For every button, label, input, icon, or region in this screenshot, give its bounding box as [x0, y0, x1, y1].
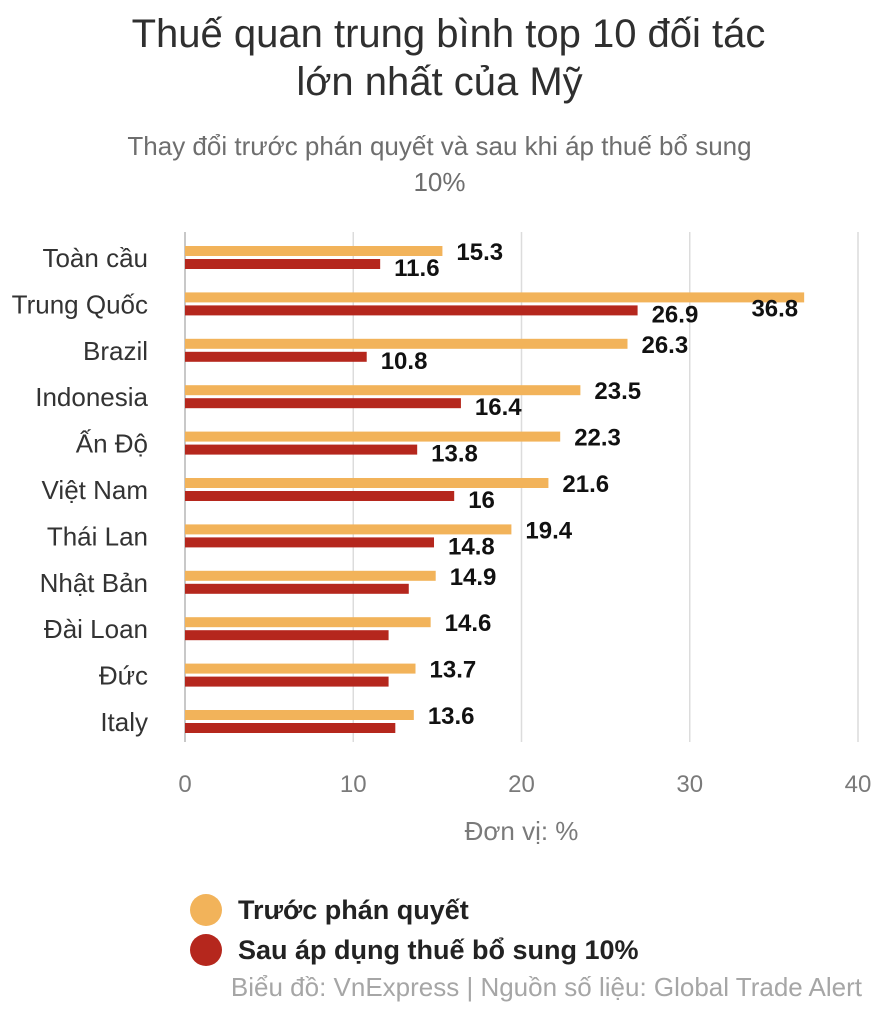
legend-label-after: Sau áp dụng thuế bổ sung 10%	[238, 934, 639, 965]
bar-before	[185, 292, 805, 303]
data-label-after: 13.8	[431, 441, 478, 468]
bar-before	[185, 478, 549, 488]
bar-after	[185, 444, 418, 455]
category-label: Italy	[100, 707, 148, 737]
bar-before	[185, 663, 416, 674]
x-tick-label: 10	[340, 771, 367, 798]
bar-after	[185, 630, 389, 641]
data-label-before: 15.3	[456, 239, 503, 266]
data-label-after: 14.8	[448, 533, 495, 560]
legend-item-after: Sau áp dụng thuế bổ sung 10%	[190, 930, 639, 970]
bar-before	[185, 570, 436, 581]
legend-swatch-after	[190, 934, 222, 966]
category-label: Toàn cầu	[42, 243, 148, 273]
data-label-after: 10.8	[381, 348, 428, 375]
bar-after	[185, 398, 461, 409]
bar-before	[185, 385, 581, 396]
category-label: Đài Loan	[44, 614, 148, 644]
data-label-before: 14.6	[445, 610, 492, 637]
data-label-before: 14.9	[450, 564, 497, 591]
bar-after	[185, 583, 409, 594]
data-label-before: 22.3	[574, 425, 621, 452]
bar-after	[185, 723, 396, 733]
bar-after	[185, 305, 638, 316]
bar-chart: 0 10 20 30 40 Đơn vị: % Toàn cầu 15.3 11.6 Trung …	[12, 232, 872, 846]
bar-before	[185, 710, 414, 720]
data-label-before: 19.4	[525, 517, 572, 544]
data-label-after: 16.4	[475, 394, 522, 421]
category-label: Nhật Bản	[40, 568, 148, 598]
chart-title-line-1: Thuế quan trung bình top 10 đối tác	[131, 12, 766, 56]
chart-title: Thuế quan trung bình top 10 đối tác lớn …	[0, 10, 879, 106]
category-label: Brazil	[83, 336, 148, 366]
data-label-before: 13.7	[430, 657, 477, 684]
bar-before	[185, 524, 512, 535]
chart-subtitle-line-2: 10%	[413, 167, 466, 197]
x-tick-label: 20	[508, 771, 535, 798]
data-label-before: 23.5	[594, 378, 641, 405]
chart-title-line-2: lớn nhất của Mỹ	[296, 60, 583, 104]
bar-before	[185, 617, 431, 628]
bar-after	[185, 537, 435, 548]
bar-before	[185, 246, 443, 256]
category-label: Thái Lan	[47, 521, 148, 551]
data-label-before: 13.6	[428, 703, 475, 730]
source-note: Biểu đồ: VnExpress | Nguồn số liệu: Glob…	[230, 972, 862, 1002]
data-label-before: 21.6	[562, 471, 609, 498]
x-tick-label: 0	[178, 771, 191, 798]
data-label-after: 11.6	[394, 255, 439, 282]
legend-item-before: Trước phán quyết	[190, 890, 639, 930]
data-label-before: 26.3	[641, 332, 688, 359]
category-label: Việt Nam	[42, 475, 148, 505]
chart-subtitle: Thay đổi trước phán quyết và sau khi áp …	[0, 128, 879, 200]
category-label: Indonesia	[35, 382, 148, 412]
chart-subtitle-line-1: Thay đổi trước phán quyết và sau khi áp …	[127, 131, 752, 161]
data-label-after: 26.9	[652, 301, 699, 328]
bar-before	[185, 338, 628, 349]
bar-after	[185, 676, 389, 687]
bar-after	[185, 259, 381, 269]
legend-label-before: Trước phán quyết	[238, 894, 469, 925]
data-label-before: 36.8	[751, 295, 798, 322]
category-label: Đức	[99, 661, 148, 691]
data-label-after: 16	[468, 487, 495, 514]
x-axis-label: Đơn vị: %	[465, 816, 579, 846]
bar-before	[185, 431, 561, 442]
category-label: Trung Quốc	[12, 289, 148, 319]
legend-swatch-before	[190, 894, 222, 926]
category-label: Ấn Độ	[76, 429, 148, 459]
x-tick-label: 40	[845, 771, 872, 798]
chart-legend: Trước phán quyết Sau áp dụng thuế bổ sun…	[190, 890, 639, 970]
bar-after	[185, 491, 455, 501]
x-tick-label: 30	[676, 771, 703, 798]
bar-after	[185, 351, 367, 362]
